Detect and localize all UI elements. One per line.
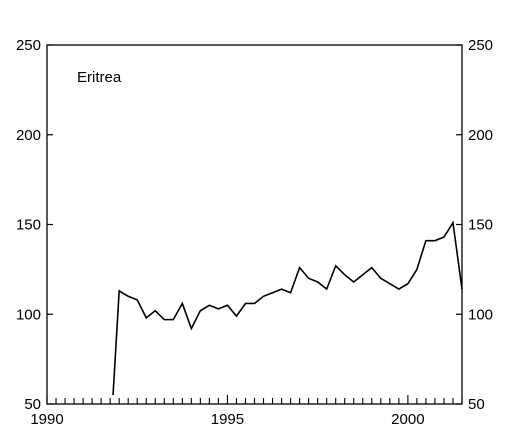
series-line-0 (112, 220, 463, 396)
series-layer (112, 220, 463, 396)
x-tick-label-1990: 1990 (30, 411, 63, 428)
x-tick-label-1995: 1995 (211, 411, 244, 428)
y-tick-label-left-250: 250 (16, 37, 41, 54)
plot-frame (46, 44, 463, 405)
chart-title: Eritrea (77, 69, 122, 86)
y-tick-label-left-100: 100 (16, 306, 41, 323)
ticks-layer (46, 44, 463, 405)
y-tick-label-left-150: 150 (16, 217, 41, 234)
y-tick-label-left-200: 200 (16, 127, 41, 144)
axes-layer (46, 44, 463, 405)
y-tick-label-left-50: 50 (24, 396, 41, 413)
x-tick-label-2000: 2000 (391, 411, 424, 428)
tick-labels-layer: 50 50 100 100 150 150 200 200 250 250 1990 1995 2000 (16, 37, 493, 428)
y-tick-label-right-100: 100 (468, 306, 493, 323)
y-tick-label-right-50: 50 (468, 396, 485, 413)
y-tick-label-right-150: 150 (468, 217, 493, 234)
y-tick-label-right-250: 250 (468, 37, 493, 54)
y-tick-label-right-200: 200 (468, 127, 493, 144)
